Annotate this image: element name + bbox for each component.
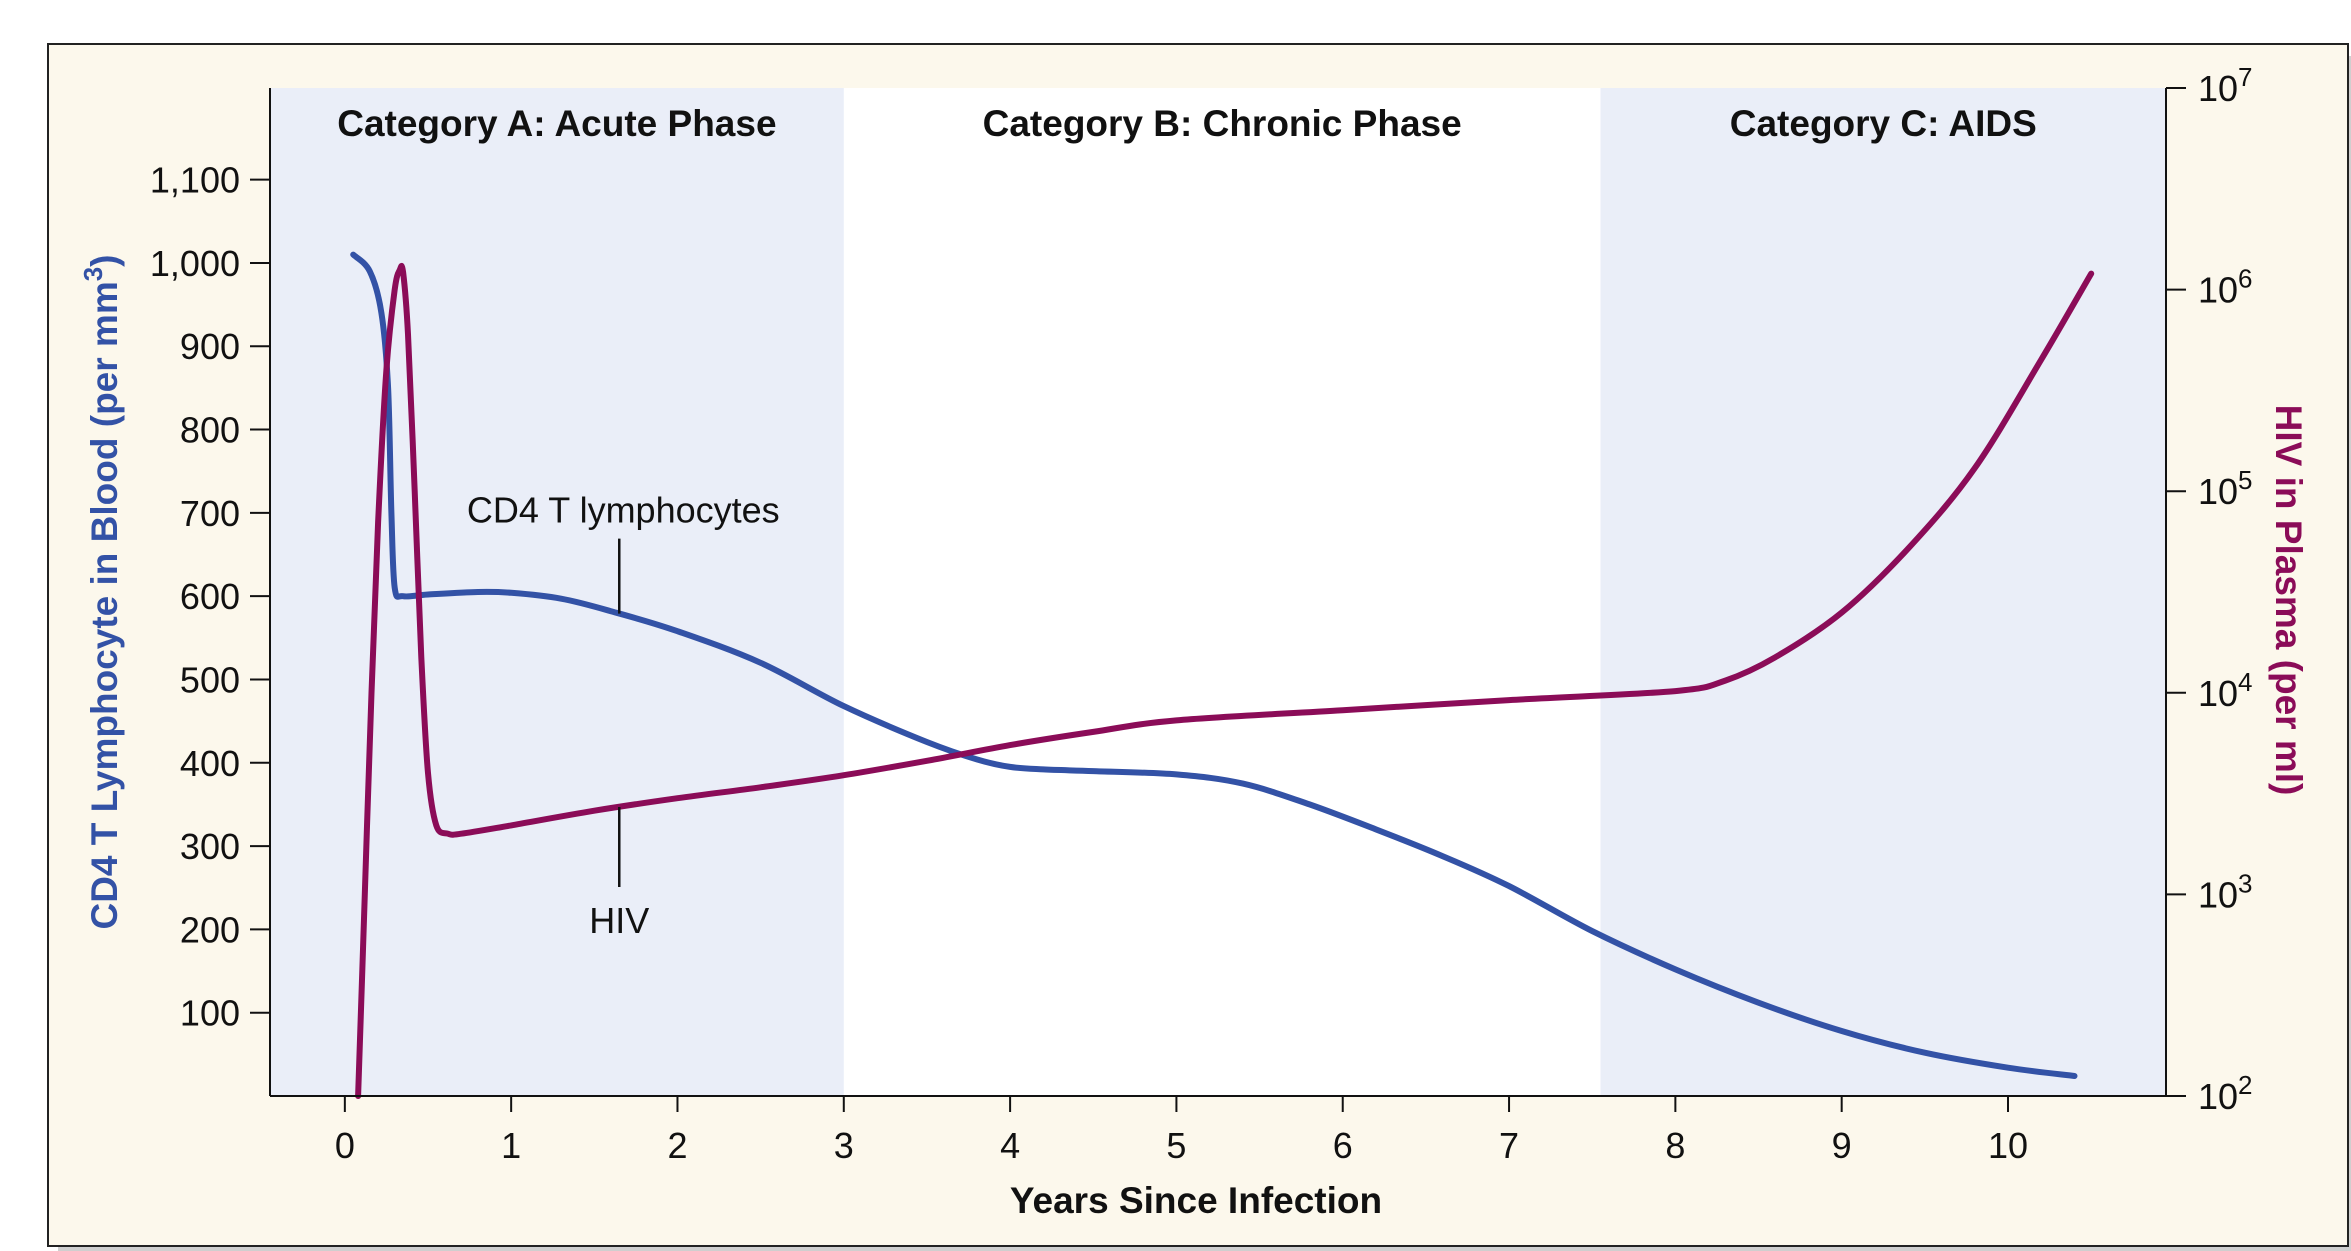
x-tick-label-10: 10 [1988,1125,2028,1166]
annotation-label-0: CD4 T lymphocytes [467,490,780,531]
left-tick-label-7: 800 [180,410,240,451]
x-tick-label-0: 0 [335,1125,355,1166]
left-tick-label-9: 1,000 [150,243,240,284]
x-tick-label-8: 8 [1665,1125,1685,1166]
right-tick-exponent-1: 3 [2238,868,2252,898]
left-tick-label-10: 1,100 [150,160,240,201]
right-tick-base-5: 10 [2198,68,2238,109]
right-tick-base-2: 10 [2198,673,2238,714]
x-tick-label-9: 9 [1832,1125,1852,1166]
right-tick-exponent-2: 4 [2238,667,2252,697]
right-tick-base-4: 10 [2198,270,2238,311]
left-tick-label-5: 600 [180,576,240,617]
x-tick-label-4: 4 [1000,1125,1020,1166]
x-axis-title: Years Since Infection [1010,1180,1382,1221]
right-tick-base-1: 10 [2198,874,2238,915]
x-tick-label-1: 1 [501,1125,521,1166]
right-axis-title: HIV in Plasma (per ml) [2268,405,2309,796]
left-tick-label-1: 200 [180,909,240,950]
x-tick-label-2: 2 [667,1125,687,1166]
x-axis-ticks: 0 1 2 3 4 5 6 7 8 9 10 [335,1096,2028,1166]
x-tick-label-3: 3 [834,1125,854,1166]
phase-band-2 [1600,88,2166,1096]
right-tick-label-1: 103 [2198,868,2253,915]
series-line-1 [355,263,2095,1099]
x-tick-label-5: 5 [1166,1125,1186,1166]
right-tick-label-4: 106 [2198,264,2253,311]
annotation-label-1: HIV [589,900,649,941]
left-tick-label-0: 100 [180,993,240,1034]
right-tick-label-3: 105 [2198,465,2253,512]
series-lines [350,251,2095,1099]
right-tick-label-2: 104 [2198,667,2253,714]
left-axis-ticks: 100 200 300 400 500 600 700 800 900 1,000 1,100 [150,160,270,1034]
left-tick-label-8: 900 [180,326,240,367]
phase-band-0 [270,88,844,1096]
left-tick-label-6: 700 [180,493,240,534]
right-tick-exponent-5: 7 [2238,62,2252,92]
phase-band-title-0: Category A: Acute Phase [337,103,776,144]
left-tick-label-2: 300 [180,826,240,867]
x-tick-label-7: 7 [1499,1125,1519,1166]
phase-band-titles: Category A: Acute Phase Category B: Chron… [337,103,2037,144]
phase-band-title-2: Category C: AIDS [1730,103,2037,144]
series-annotations: CD4 T lymphocytes HIV [467,490,780,941]
right-tick-label-5: 107 [2198,62,2253,109]
left-axis-title: CD4 T Lymphocyte in Blood (per mm3) [78,254,125,929]
right-tick-base-0: 10 [2198,1076,2238,1117]
series-line-0 [350,251,2078,1079]
right-tick-base-3: 10 [2198,471,2238,512]
right-tick-exponent-0: 2 [2238,1070,2252,1100]
right-tick-exponent-3: 5 [2238,465,2252,495]
x-tick-label-6: 6 [1333,1125,1353,1166]
right-tick-exponent-4: 6 [2238,264,2252,294]
left-tick-label-4: 500 [180,659,240,700]
left-tick-label-3: 400 [180,743,240,784]
phase-band-title-1: Category B: Chronic Phase [983,103,1462,144]
right-tick-label-0: 102 [2198,1070,2253,1117]
